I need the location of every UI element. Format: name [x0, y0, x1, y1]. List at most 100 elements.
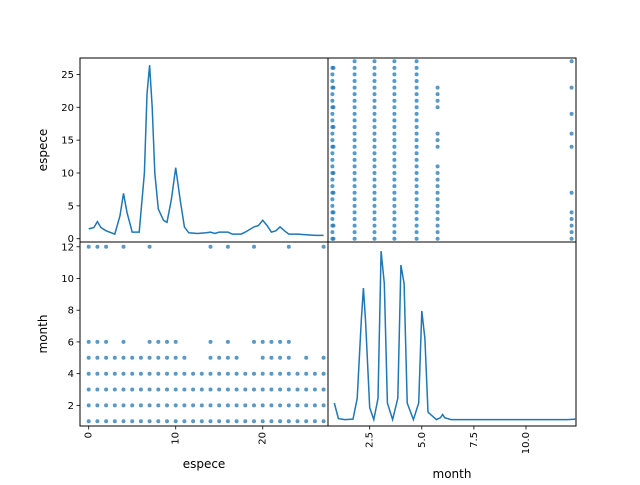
scatter-point	[252, 371, 256, 376]
scatter-point	[331, 65, 336, 70]
scatter-point	[330, 131, 335, 136]
scatter-point	[165, 403, 169, 408]
scatter-point	[330, 217, 335, 221]
scatter-point	[414, 171, 419, 175]
scatter-point	[286, 339, 291, 344]
scatter-point	[352, 197, 357, 202]
scatter-point	[330, 197, 335, 202]
y-tick-label: 0	[68, 234, 74, 245]
scatter-point	[156, 419, 161, 424]
scatter-point	[392, 79, 397, 83]
kde-line-espece	[88, 65, 324, 237]
scatter-point	[321, 419, 326, 424]
scatter-point	[121, 387, 126, 392]
scatter-point	[260, 387, 265, 392]
scatter-point	[208, 419, 213, 424]
scatter-point	[372, 223, 377, 228]
x-tick-label: 0	[84, 432, 95, 438]
scatter-point	[182, 387, 187, 392]
scatter-point	[352, 190, 357, 195]
y-tick-label: 10	[61, 274, 74, 285]
scatter-point	[243, 419, 248, 424]
y-tick-label: 25	[61, 70, 74, 81]
scatter-point	[352, 138, 357, 143]
scatter-point	[352, 105, 357, 110]
scatter-point	[321, 371, 326, 376]
scatter-point	[217, 403, 222, 408]
scatter-point	[312, 403, 317, 408]
scatter-point	[217, 371, 222, 376]
scatter-point	[138, 355, 143, 360]
scatter-point	[331, 210, 336, 215]
scatter-point	[147, 371, 152, 376]
scatter-point	[165, 355, 169, 360]
scatter-point	[392, 65, 397, 70]
scatter-point	[191, 419, 196, 424]
scatter-point	[435, 223, 440, 228]
scatter-point	[435, 92, 440, 97]
scatter-point	[286, 403, 291, 408]
scatter-point	[147, 403, 152, 408]
scatter-point	[304, 371, 309, 376]
scatter-point	[156, 339, 161, 344]
scatter-point	[95, 244, 100, 249]
scatter-point	[372, 85, 377, 90]
scatter-point	[414, 92, 419, 97]
scatter-point	[269, 419, 274, 424]
scatter-point	[392, 230, 397, 235]
scatter-point	[330, 230, 335, 235]
scatter-point	[225, 371, 230, 376]
scatter-point	[252, 387, 256, 392]
scatter-point	[392, 144, 397, 149]
scatter-point	[569, 217, 574, 221]
scatter-point	[243, 403, 248, 408]
scatter-point	[352, 85, 357, 90]
scatter-point	[182, 419, 187, 424]
scatter-point	[269, 387, 274, 392]
kde-line-month	[333, 251, 577, 423]
scatter-points-month-vs-espece	[86, 244, 326, 424]
scatter-point	[392, 164, 397, 169]
scatter-point	[286, 419, 291, 424]
scatter-point	[392, 111, 397, 116]
y-tick-label: 20	[61, 103, 74, 114]
scatter-point	[95, 339, 100, 344]
scatter-point	[130, 371, 135, 376]
scatter-point	[286, 371, 291, 376]
scatter-point	[352, 111, 357, 116]
scatter-point	[86, 419, 91, 424]
scatter-point	[225, 244, 230, 249]
scatter-point	[414, 177, 419, 182]
scatter-point	[225, 355, 230, 360]
scatter-point	[435, 164, 440, 169]
y-tick-label: 5	[68, 201, 74, 212]
scatter-point	[286, 244, 291, 249]
scatter-point	[435, 236, 440, 241]
scatter-point	[112, 371, 117, 376]
scatter-point	[435, 230, 440, 235]
scatter-point	[392, 190, 397, 195]
scatter-point	[130, 403, 135, 408]
scatter-point	[156, 355, 161, 360]
scatter-point	[252, 419, 256, 424]
y-tick-label: 6	[68, 337, 74, 348]
scatter-point	[414, 65, 419, 70]
scatter-point	[138, 387, 143, 392]
scatter-point	[173, 419, 178, 424]
scatter-point	[199, 419, 204, 424]
scatter-point	[372, 151, 377, 156]
scatter-point	[121, 244, 126, 249]
scatter-point	[260, 371, 265, 376]
scatter-point	[138, 403, 143, 408]
scatter-point	[414, 131, 419, 136]
scatter-point	[392, 157, 397, 162]
scatter-point	[269, 371, 274, 376]
scatter-point	[330, 92, 335, 97]
scatter-point	[414, 125, 419, 129]
scatter-point	[269, 339, 274, 344]
scatter-point	[372, 65, 377, 70]
panel-frame	[327, 57, 577, 243]
scatter-point	[147, 387, 152, 392]
scatter-point	[147, 355, 152, 360]
scatter-point	[138, 419, 143, 424]
